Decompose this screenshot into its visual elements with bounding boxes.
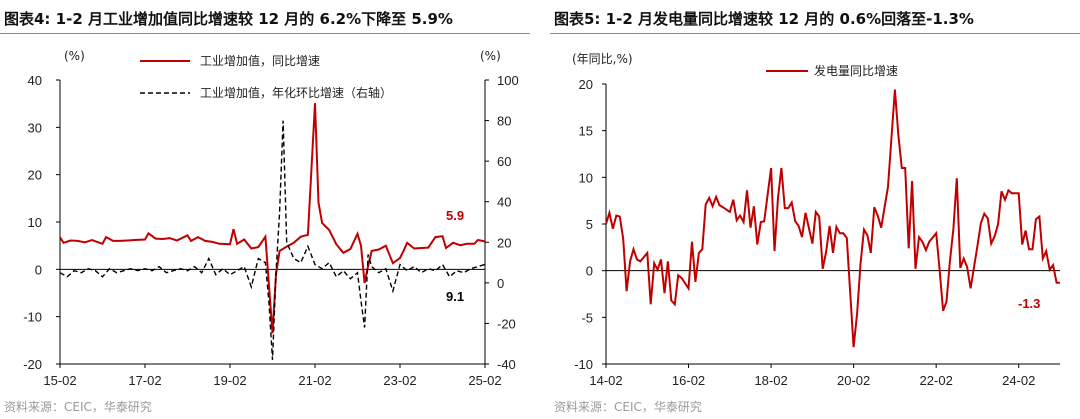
x-tick-label: 16-02 bbox=[672, 373, 705, 388]
data-label-power-latest: -1.3 bbox=[1018, 296, 1040, 311]
y-tick-label: 0 bbox=[35, 262, 42, 277]
y-tick-label: 20 bbox=[28, 168, 42, 183]
legend-label-mom: 工业增加值，年化环比增速（右轴） bbox=[200, 85, 392, 100]
x-tick-label: 22-02 bbox=[920, 373, 953, 388]
x-tick-label: 18-02 bbox=[754, 373, 787, 388]
series-line-mom-annualized bbox=[59, 120, 486, 360]
chart-source: 资料来源：CEIC，华泰研究 bbox=[554, 400, 702, 414]
y-tick-label: 20 bbox=[579, 77, 593, 92]
x-tick-label: 14-02 bbox=[589, 373, 622, 388]
chart-canvas: (%) (%)403020100-10-20100806040200-20-401… bbox=[23, 49, 519, 388]
title-divider bbox=[550, 33, 1080, 34]
y-tick-label: 15 bbox=[579, 124, 593, 139]
x-tick-label: 25-02 bbox=[468, 373, 501, 388]
data-label-mom-latest: 9.1 bbox=[446, 289, 464, 304]
y-right-tick-label: 20 bbox=[497, 235, 511, 250]
series-line-power-yoy bbox=[605, 89, 1060, 348]
y-tick-label: 10 bbox=[579, 170, 593, 185]
y-right-tick-label: 80 bbox=[497, 114, 511, 129]
chart-source: 资料来源：CEIC，华泰研究 bbox=[4, 400, 152, 414]
chart-panel-right: 图表5: 1-2 月发电量同比增速较 12 月的 0.6%回落至-1.3% (年… bbox=[550, 0, 1080, 419]
y-tick-label: 30 bbox=[28, 120, 42, 135]
chart-panel-left: 图表4: 1-2 月工业增加值同比增速较 12 月的 6.2%下降至 5.9% … bbox=[0, 0, 530, 419]
y-right-tick-label: 0 bbox=[497, 276, 504, 291]
y-tick-label: 5 bbox=[586, 217, 593, 232]
y-tick-label: 10 bbox=[28, 215, 42, 230]
y-right-tick-label: 100 bbox=[497, 73, 519, 88]
y-axis-unit: (年同比,%) bbox=[572, 52, 633, 66]
legend-label-power: 发电量同比增速 bbox=[814, 63, 898, 78]
y-right-tick-label: -40 bbox=[497, 357, 516, 372]
x-tick-label: 21-02 bbox=[298, 373, 331, 388]
legend-label-yoy: 工业增加值，同比增速 bbox=[200, 53, 320, 68]
y-tick-label: -5 bbox=[581, 310, 593, 325]
data-label-yoy-latest: 5.9 bbox=[446, 208, 464, 223]
y-tick-label: -20 bbox=[23, 357, 42, 372]
y-right-tick-label: 40 bbox=[497, 195, 511, 210]
chart-title: 图表4: 1-2 月工业增加值同比增速较 12 月的 6.2%下降至 5.9% bbox=[4, 10, 453, 28]
y-axis-right-unit: (%) bbox=[480, 49, 501, 63]
x-tick-label: 15-02 bbox=[43, 373, 76, 388]
y-tick-label: 40 bbox=[28, 73, 42, 88]
y-tick-label: -10 bbox=[574, 357, 593, 372]
x-tick-label: 17-02 bbox=[128, 373, 161, 388]
x-tick-label: 24-02 bbox=[1002, 373, 1035, 388]
series-line-yoy bbox=[59, 103, 486, 334]
y-axis-unit: (%) bbox=[64, 49, 85, 63]
x-tick-label: 19-02 bbox=[213, 373, 246, 388]
x-tick-label: 23-02 bbox=[383, 373, 416, 388]
x-tick-label: 20-02 bbox=[837, 373, 870, 388]
y-right-tick-label: -20 bbox=[497, 316, 516, 331]
y-tick-label: -10 bbox=[23, 310, 42, 325]
y-right-tick-label: 60 bbox=[497, 154, 511, 169]
chart-title: 图表5: 1-2 月发电量同比增速较 12 月的 0.6%回落至-1.3% bbox=[554, 10, 974, 28]
title-divider bbox=[0, 33, 530, 34]
y-tick-label: 0 bbox=[586, 264, 593, 279]
